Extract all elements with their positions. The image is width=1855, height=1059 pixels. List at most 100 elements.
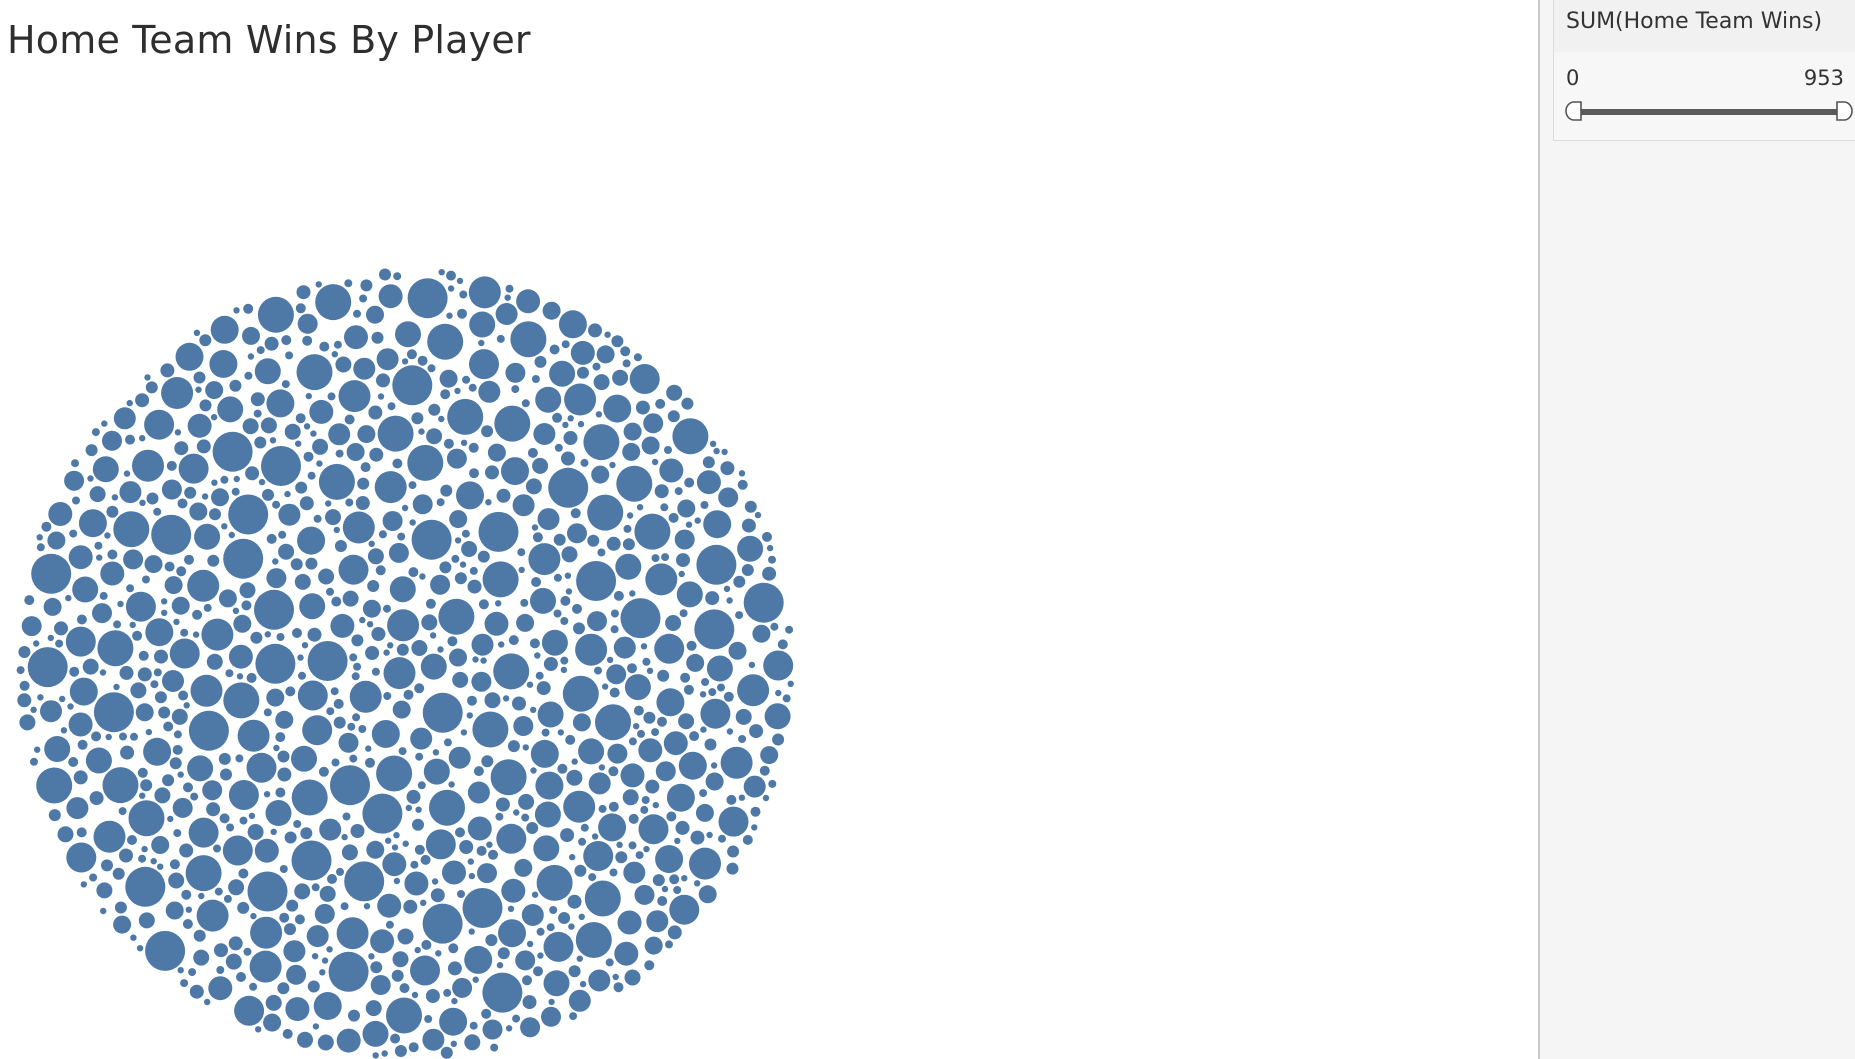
player-bubble[interactable]	[392, 365, 433, 406]
player-bubble[interactable]	[319, 969, 326, 976]
player-bubble[interactable]	[577, 420, 585, 428]
player-bubble[interactable]	[438, 598, 475, 635]
player-bubble[interactable]	[57, 826, 74, 843]
player-bubble[interactable]	[443, 988, 452, 997]
player-bubble[interactable]	[641, 796, 650, 804]
player-bubble[interactable]	[277, 767, 292, 782]
player-bubble[interactable]	[123, 549, 144, 570]
player-bubble[interactable]	[614, 941, 639, 966]
player-bubble[interactable]	[645, 563, 678, 596]
player-bubble[interactable]	[59, 695, 66, 703]
player-bubble[interactable]	[377, 393, 385, 400]
player-bubble[interactable]	[462, 375, 471, 384]
player-bubble[interactable]	[250, 631, 263, 644]
player-bubble[interactable]	[140, 779, 153, 792]
player-bubble[interactable]	[643, 711, 656, 724]
player-bubble[interactable]	[468, 872, 476, 880]
player-bubble[interactable]	[218, 752, 231, 765]
player-bubble[interactable]	[80, 881, 88, 888]
player-bubble[interactable]	[607, 743, 628, 764]
player-bubble[interactable]	[726, 728, 734, 735]
player-bubble[interactable]	[216, 966, 225, 974]
player-bubble[interactable]	[212, 431, 253, 472]
player-bubble[interactable]	[495, 303, 518, 325]
player-bubble[interactable]	[294, 883, 311, 900]
player-bubble[interactable]	[570, 508, 581, 519]
player-bubble[interactable]	[533, 966, 543, 977]
player-bubble[interactable]	[531, 524, 539, 531]
player-bubble[interactable]	[644, 936, 663, 955]
player-bubble[interactable]	[327, 392, 336, 401]
player-bubble[interactable]	[327, 874, 337, 884]
player-bubble[interactable]	[266, 688, 285, 707]
player-bubble[interactable]	[161, 609, 168, 616]
player-bubble[interactable]	[285, 997, 310, 1022]
player-bubble[interactable]	[546, 923, 555, 932]
player-bubble[interactable]	[720, 746, 753, 779]
player-bubble[interactable]	[284, 490, 291, 498]
player-bubble[interactable]	[591, 465, 610, 484]
player-bubble[interactable]	[30, 706, 37, 713]
player-bubble[interactable]	[180, 979, 189, 988]
player-bubble[interactable]	[299, 593, 326, 620]
player-bubble[interactable]	[610, 609, 619, 618]
player-bubble[interactable]	[562, 421, 569, 429]
player-bubble[interactable]	[371, 331, 384, 344]
player-bubble[interactable]	[193, 949, 210, 966]
player-bubble[interactable]	[307, 641, 348, 681]
player-bubble[interactable]	[349, 680, 382, 713]
player-bubble[interactable]	[255, 1026, 262, 1033]
player-bubble[interactable]	[145, 618, 174, 647]
player-bubble[interactable]	[341, 844, 358, 861]
player-bubble[interactable]	[303, 451, 314, 462]
player-bubble[interactable]	[447, 398, 484, 435]
player-bubble[interactable]	[694, 880, 701, 887]
player-bubble[interactable]	[129, 621, 136, 629]
player-bubble[interactable]	[534, 652, 541, 659]
player-bubble[interactable]	[534, 355, 547, 368]
player-bubble[interactable]	[575, 633, 608, 666]
player-bubble[interactable]	[686, 653, 705, 672]
player-bubble[interactable]	[598, 813, 627, 842]
player-bubble[interactable]	[567, 415, 574, 422]
player-bubble[interactable]	[425, 598, 436, 609]
player-bubble[interactable]	[504, 294, 511, 301]
player-bubble[interactable]	[527, 447, 538, 458]
player-bubble[interactable]	[508, 635, 519, 646]
player-bubble[interactable]	[291, 779, 328, 816]
player-bubble[interactable]	[330, 765, 370, 806]
player-bubble[interactable]	[759, 765, 770, 776]
player-bubble[interactable]	[335, 449, 344, 458]
player-bubble[interactable]	[183, 702, 190, 709]
player-bubble[interactable]	[522, 995, 537, 1010]
player-bubble[interactable]	[85, 747, 112, 774]
player-bubble[interactable]	[348, 1009, 360, 1022]
player-bubble[interactable]	[319, 341, 330, 352]
player-bubble[interactable]	[276, 633, 285, 641]
player-bubble[interactable]	[266, 568, 287, 589]
player-bubble[interactable]	[777, 639, 788, 650]
player-bubble[interactable]	[366, 305, 384, 324]
player-bubble[interactable]	[482, 972, 523, 1013]
player-bubble[interactable]	[277, 750, 290, 763]
player-bubble[interactable]	[368, 953, 375, 960]
player-bubble[interactable]	[588, 323, 602, 338]
player-bubble[interactable]	[117, 600, 124, 608]
player-bubble[interactable]	[401, 504, 409, 512]
player-bubble[interactable]	[295, 303, 306, 314]
player-bubble[interactable]	[536, 864, 573, 901]
player-bubble[interactable]	[102, 767, 139, 804]
player-bubble[interactable]	[132, 449, 164, 482]
player-bubble[interactable]	[234, 995, 265, 1026]
player-bubble[interactable]	[608, 801, 619, 812]
player-bubble[interactable]	[606, 664, 627, 685]
player-bubble[interactable]	[522, 975, 532, 986]
player-bubble[interactable]	[72, 576, 99, 603]
player-bubble[interactable]	[667, 410, 680, 423]
player-bubble[interactable]	[705, 772, 724, 791]
player-bubble[interactable]	[536, 681, 551, 696]
player-bubble[interactable]	[512, 494, 535, 517]
player-bubble[interactable]	[205, 381, 224, 400]
player-bubble[interactable]	[76, 614, 87, 625]
player-bubble[interactable]	[572, 713, 591, 732]
